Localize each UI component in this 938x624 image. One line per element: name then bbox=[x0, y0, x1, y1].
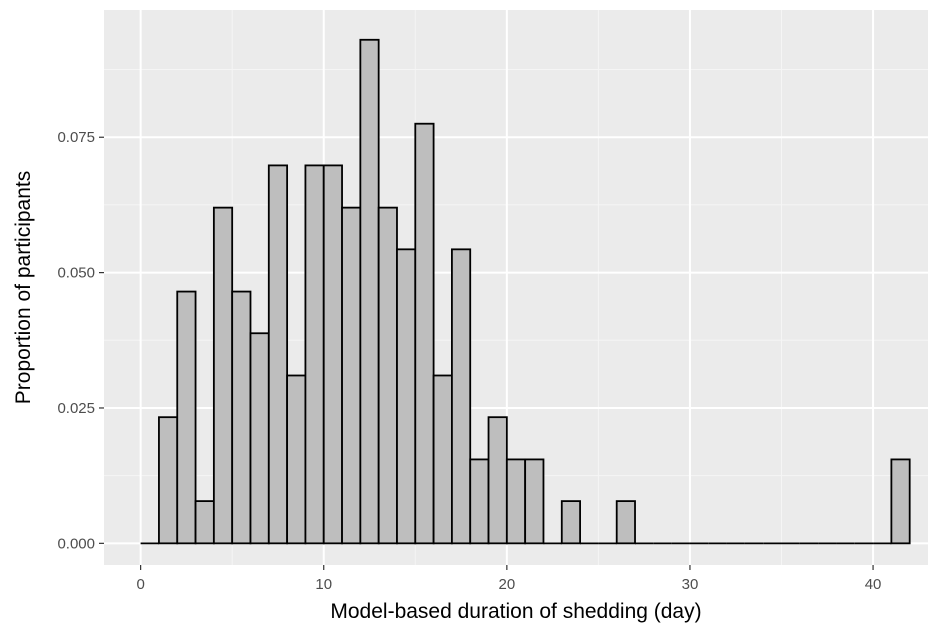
histogram-bar bbox=[469, 458, 490, 545]
histogram-bar bbox=[560, 500, 581, 545]
x-axis-title: Model-based duration of shedding (day) bbox=[330, 600, 701, 623]
y-tick-label: 0.050 bbox=[57, 265, 95, 282]
histogram-bar bbox=[158, 416, 179, 545]
x-tick-label: 30 bbox=[682, 576, 699, 593]
histogram-bar bbox=[615, 500, 636, 545]
histogram-bar bbox=[487, 416, 508, 545]
histogram-bar bbox=[249, 332, 270, 545]
histogram-bar bbox=[341, 206, 362, 545]
histogram-bar bbox=[524, 458, 545, 545]
y-tick-label: 0.025 bbox=[57, 400, 95, 417]
x-tick-label: 10 bbox=[315, 576, 332, 593]
histogram-bar bbox=[231, 290, 252, 545]
histogram-bar bbox=[359, 38, 380, 545]
x-tick-label: 40 bbox=[865, 576, 882, 593]
histogram-bars bbox=[140, 38, 911, 545]
histogram-bar bbox=[176, 290, 197, 545]
histogram-bar bbox=[451, 248, 472, 545]
y-tick-label: 0.000 bbox=[57, 535, 95, 552]
x-tick-label: 20 bbox=[499, 576, 516, 593]
histogram-bar bbox=[432, 374, 453, 545]
x-axis-tick-labels: 0 10 20 30 40 bbox=[136, 576, 881, 593]
histogram-bar bbox=[377, 206, 398, 545]
x-tick-label: 0 bbox=[136, 576, 144, 593]
histogram-bar bbox=[267, 164, 289, 545]
y-axis-tick-labels: 0.000 0.025 0.050 0.075 bbox=[57, 129, 95, 552]
y-tick-label: 0.075 bbox=[57, 129, 95, 146]
histogram-bar bbox=[286, 374, 307, 545]
histogram-bar bbox=[505, 458, 527, 545]
histogram-bar bbox=[414, 122, 435, 545]
histogram-bar bbox=[304, 164, 325, 545]
histogram-bar bbox=[890, 458, 911, 545]
y-axis-title: Proportion of participants bbox=[12, 171, 35, 404]
axis-ticks bbox=[99, 136, 874, 570]
histogram-bar bbox=[212, 206, 234, 545]
histogram-bar bbox=[194, 500, 215, 545]
histogram-bar bbox=[322, 164, 343, 545]
histogram-bar bbox=[396, 248, 417, 545]
